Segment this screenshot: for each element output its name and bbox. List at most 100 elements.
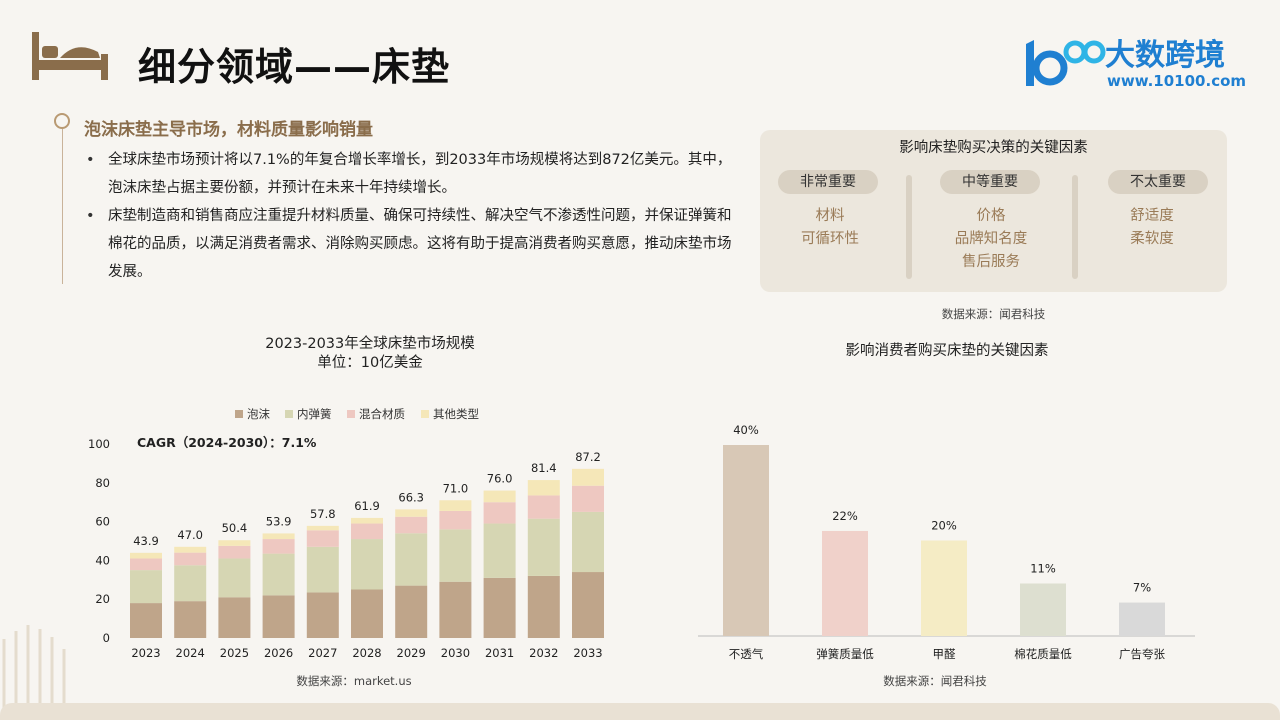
x-tick-label: 棉花质量低 [1014,647,1072,661]
x-tick-label: 2025 [220,646,249,660]
factor-list-high: 材料 可循环性 [760,205,900,251]
panel-divider [1072,175,1078,279]
factors-panel [760,130,1227,292]
legend-label: 混合材质 [359,407,405,421]
factor-item: 品牌知名度 [954,231,1028,247]
brand-url: www.10100.com [1107,72,1247,90]
legend-label: 泡沫 [247,407,270,421]
legend-label: 其他类型 [433,407,479,421]
timeline-line [62,126,63,284]
bar-segment [351,523,383,540]
data-label: 20% [931,519,957,533]
timeline-dot [54,113,70,129]
bar-segment [218,540,251,546]
bar-segment [527,495,560,519]
legend-swatch [285,410,293,418]
chart1-title-block: 2023-2033年全球床垫市场规模 单位：10亿美金 [150,335,590,373]
bar [921,540,967,636]
chart2-title: 影响消费者购买床垫的关键因素 [845,343,1049,359]
bar-segment [130,603,162,638]
bar-segment [572,485,604,512]
bar-segment [527,480,560,496]
bed-icon [32,32,108,80]
legend-swatch [421,410,429,418]
bar-segment [439,500,472,511]
total-label: 66.3 [398,490,424,504]
factor-item: 价格 [976,208,1006,224]
bar-segment [174,601,207,638]
legend-swatch [235,410,243,418]
bar-segment [218,545,251,559]
chart2-source: 数据来源：闻君科技 [883,674,987,688]
importance-pill-high: 非常重要 [778,170,878,194]
factor-list-medium: 价格 品牌知名度 售后服务 [916,205,1066,274]
bar-segment [439,510,472,530]
legend-label: 内弹簧 [297,407,332,421]
bar-segment [439,529,472,582]
bar-segment [351,517,383,524]
bullet-list: 全球床垫市场预计将以7.1%的年复合增长率增长，到2033年市场规模将达到872… [84,146,734,286]
total-label: 57.8 [310,507,336,521]
bar-segment [262,595,295,638]
bar-segment [130,558,162,571]
x-tick-label: 2023 [131,646,160,660]
bullet-item: 床垫制造商和销售商应注重提升材料质量、确保可持续性、解决空气不渗透性问题，并保证… [84,202,734,286]
y-tick-label: 80 [95,476,110,490]
factor-item: 售后服务 [962,254,1020,270]
total-label: 76.0 [487,472,513,486]
total-label: 50.4 [222,521,248,535]
bar-segment [395,516,428,534]
bar-segment [483,577,516,638]
bar-segment [572,572,604,638]
bar [723,445,769,636]
bar-segment [395,533,428,586]
total-label: 43.9 [133,534,159,548]
factor-item: 柔软度 [1130,231,1174,247]
bar-segment [130,552,162,559]
bar-segment [439,581,472,638]
bar [1119,602,1165,636]
page-title: 细分领域——床垫 [138,45,451,89]
x-tick-label: 2028 [352,646,381,660]
bar-segment [262,553,295,596]
panel-divider [906,175,912,279]
bar-segment [174,552,207,566]
bar-segment [174,565,207,602]
bar-segment [395,509,428,517]
legend-swatch [347,410,355,418]
bar-segment [395,585,428,638]
bar [1020,583,1066,636]
y-tick-label: 100 [88,437,110,451]
bar-segment [483,490,516,503]
chart1-source: 数据来源：market.us [296,674,411,688]
x-tick-label: 2026 [264,646,293,660]
bar-segment [218,597,251,638]
bar-segment [527,575,560,638]
x-tick-label: 2032 [529,646,558,660]
bar-segment [483,502,516,524]
x-tick-label: 2024 [176,646,205,660]
data-label: 7% [1133,581,1151,595]
market-size-chart: 泡沫 内弹簧 混合材质 其他类型 0 20 40 60 80 100 CAGR（2024-2030）… [88,407,604,688]
x-tick-label: 2031 [485,646,514,660]
data-label: 40% [733,423,759,437]
total-label: 81.4 [531,461,557,475]
bar-segment [572,511,604,573]
x-tick-label: 不透气 [729,647,764,661]
bar-segment [351,589,383,638]
bar [822,530,868,636]
chart1-subtitle: 单位：10亿美金 [317,355,423,371]
x-tick-label: 2030 [441,646,470,660]
brand-name: 大数跨境 [1105,38,1225,73]
bottom-band [0,703,1280,720]
importance-pill-medium: 中等重要 [940,170,1040,194]
factor-item: 材料 [815,208,845,224]
bar-segment [483,523,516,578]
total-label: 47.0 [177,528,203,542]
total-label: 61.9 [354,499,380,513]
bar-segment [174,546,207,553]
y-tick-label: 0 [103,631,110,645]
bar-segment [306,592,339,638]
bar-segment [306,546,339,593]
chart1-title: 2023-2033年全球床垫市场规模 [265,336,475,352]
